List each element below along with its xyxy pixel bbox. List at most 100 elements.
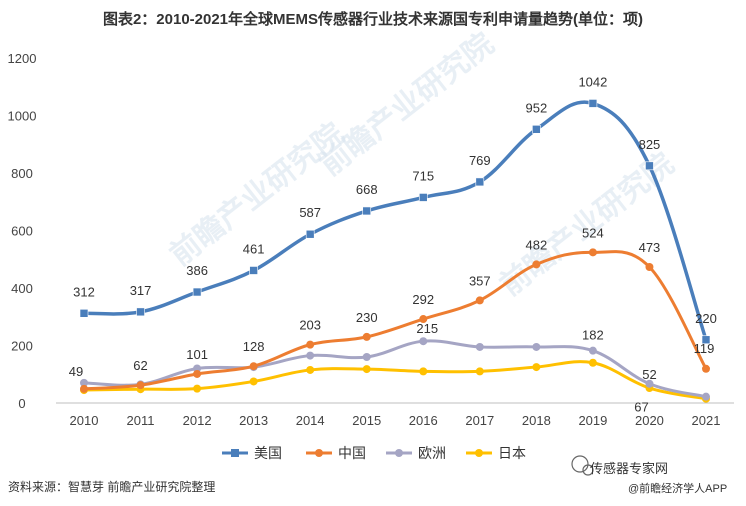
data-point-marker bbox=[702, 364, 710, 373]
x-tick-label: 2010 bbox=[70, 413, 99, 428]
data-label: 292 bbox=[412, 292, 434, 307]
x-tick-label: 2015 bbox=[352, 413, 381, 428]
data-label: 482 bbox=[526, 237, 548, 252]
data-point-marker bbox=[362, 206, 372, 216]
data-label: 101 bbox=[186, 347, 208, 362]
data-point-marker bbox=[702, 392, 710, 401]
data-point-marker bbox=[475, 367, 484, 376]
data-point-marker bbox=[306, 365, 315, 374]
data-label: 49 bbox=[69, 364, 83, 379]
data-label: 668 bbox=[356, 182, 378, 197]
data-point-marker bbox=[249, 362, 258, 371]
data-point-marker bbox=[588, 358, 597, 367]
legend-swatch-marker bbox=[315, 449, 323, 457]
data-point-marker bbox=[362, 332, 371, 341]
data-label: 825 bbox=[639, 137, 661, 152]
data-label: 317 bbox=[130, 283, 152, 298]
data-point-marker bbox=[136, 307, 145, 317]
data-label: 67 bbox=[634, 400, 648, 415]
data-point-marker bbox=[701, 335, 711, 345]
data-point-marker bbox=[193, 384, 202, 393]
data-point-marker bbox=[532, 342, 541, 351]
y-tick-label: 1200 bbox=[8, 51, 37, 66]
legend-swatch-marker bbox=[231, 449, 239, 457]
data-label: 473 bbox=[639, 240, 661, 255]
data-point-marker bbox=[588, 346, 597, 355]
data-label: 312 bbox=[73, 284, 95, 299]
data-point-marker bbox=[80, 384, 88, 393]
data-point-marker bbox=[192, 287, 202, 297]
x-tick-label: 2016 bbox=[409, 413, 438, 428]
legend-label: 美国 bbox=[254, 445, 282, 461]
x-tick-label: 2012 bbox=[183, 413, 212, 428]
legend-label: 欧洲 bbox=[418, 445, 446, 461]
data-point-marker bbox=[532, 260, 541, 269]
data-label: 524 bbox=[582, 225, 604, 240]
data-point-marker bbox=[419, 337, 428, 346]
x-tick-label: 2020 bbox=[635, 413, 664, 428]
data-point-marker bbox=[136, 381, 145, 390]
data-point-marker bbox=[249, 377, 258, 386]
data-label: 119 bbox=[694, 341, 715, 356]
data-label: 715 bbox=[412, 168, 434, 183]
data-label: 357 bbox=[469, 273, 491, 288]
y-tick-label: 200 bbox=[11, 339, 33, 354]
data-point-marker bbox=[249, 266, 258, 275]
legend-swatch-marker bbox=[395, 449, 403, 457]
series-line-1 bbox=[83, 100, 708, 341]
data-label: 62 bbox=[133, 358, 147, 373]
data-point-marker bbox=[306, 340, 315, 349]
y-tick-label: 0 bbox=[18, 396, 25, 411]
source-note: 资料来源：智慧芽 前瞻产业研究院整理 bbox=[8, 480, 216, 494]
data-point-marker bbox=[419, 367, 428, 376]
x-tick-label: 2018 bbox=[522, 413, 551, 428]
data-label: 952 bbox=[526, 100, 548, 115]
data-point-marker bbox=[532, 125, 541, 134]
x-tick-label: 2013 bbox=[239, 413, 268, 428]
y-tick-label: 400 bbox=[11, 281, 33, 296]
brand-chat-icon bbox=[582, 464, 594, 476]
data-point-marker bbox=[80, 378, 88, 387]
legend-label: 中国 bbox=[338, 445, 366, 461]
data-label: 52 bbox=[642, 367, 656, 382]
data-point-marker bbox=[645, 161, 654, 171]
data-point-marker bbox=[475, 342, 484, 351]
data-point-marker bbox=[475, 296, 484, 305]
x-tick-label: 2017 bbox=[465, 413, 494, 428]
brand-subtitle: @前瞻经济学人APP bbox=[628, 483, 728, 495]
data-label: 769 bbox=[469, 153, 491, 168]
data-point-marker bbox=[588, 99, 598, 108]
data-label: 215 bbox=[416, 321, 438, 336]
y-tick-label: 800 bbox=[11, 166, 33, 181]
x-tick-label: 2019 bbox=[578, 413, 607, 428]
data-label: 386 bbox=[186, 263, 208, 278]
y-tick-label: 1000 bbox=[8, 109, 37, 124]
data-label: 220 bbox=[695, 311, 717, 326]
data-label: 587 bbox=[299, 205, 321, 220]
series-line-2 bbox=[83, 250, 708, 391]
x-tick-label: 2021 bbox=[692, 413, 721, 428]
x-tick-label: 2014 bbox=[296, 413, 325, 428]
data-label: 230 bbox=[356, 310, 378, 325]
data-point-marker bbox=[475, 177, 485, 187]
data-point-marker bbox=[305, 229, 315, 239]
data-label: 128 bbox=[243, 339, 265, 354]
y-tick-label: 600 bbox=[11, 224, 33, 239]
x-tick-label: 2011 bbox=[127, 413, 155, 428]
data-point-marker bbox=[645, 263, 654, 272]
brand-name: 传感器专家网 bbox=[590, 461, 669, 476]
legend-label: 日本 bbox=[498, 445, 526, 461]
series-line-4 bbox=[83, 360, 707, 401]
data-label: 461 bbox=[243, 241, 265, 256]
legend-swatch-marker bbox=[475, 449, 483, 457]
data-point-marker bbox=[645, 379, 654, 388]
data-point-marker bbox=[588, 248, 597, 257]
data-label: 182 bbox=[582, 328, 604, 343]
data-point-marker bbox=[418, 193, 428, 202]
data-point-marker bbox=[193, 369, 202, 378]
data-point-marker bbox=[306, 351, 315, 360]
chart-title: 图表2：2010-2021年全球MEMS传感器行业技术来源国专利申请量趋势(单位… bbox=[102, 11, 644, 28]
data-label: 1042 bbox=[578, 74, 607, 89]
data-point-marker bbox=[79, 308, 89, 318]
